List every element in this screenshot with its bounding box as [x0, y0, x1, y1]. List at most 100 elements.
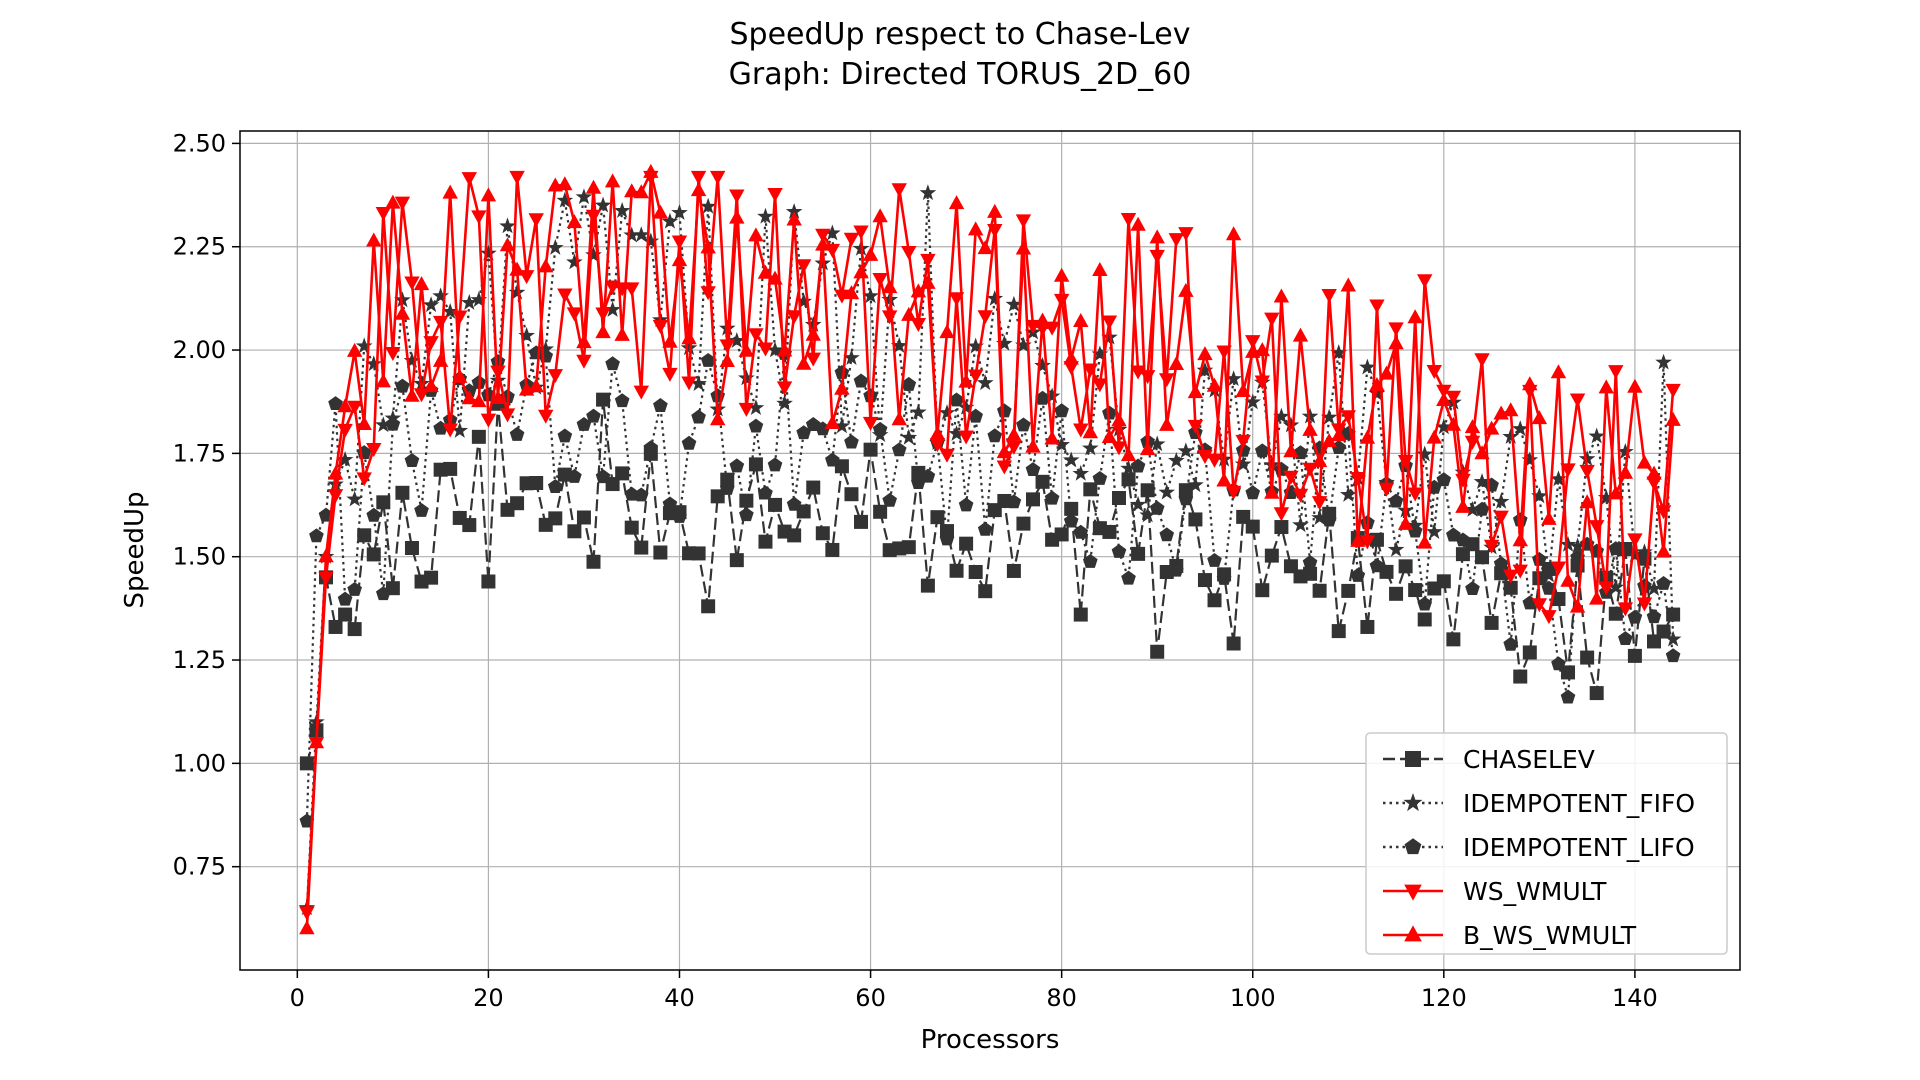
data-point [490, 389, 506, 404]
data-point [825, 542, 840, 557]
data-point [604, 173, 621, 188]
data-point [1398, 559, 1413, 574]
data-point [1608, 485, 1624, 500]
data-point [1178, 491, 1194, 506]
data-point [461, 390, 477, 405]
data-point [1646, 465, 1662, 480]
data-point [920, 253, 936, 268]
data-point [1550, 364, 1567, 379]
data-point [1483, 539, 1500, 554]
data-point [1569, 598, 1586, 613]
data-point [1417, 274, 1433, 289]
data-point [614, 326, 630, 341]
data-point [1321, 512, 1337, 527]
data-point [328, 619, 343, 634]
data-point [1550, 561, 1567, 576]
data-point [299, 756, 314, 771]
data-point [1627, 609, 1643, 624]
data-point [767, 457, 783, 472]
data-point [1389, 586, 1404, 601]
data-point [1359, 358, 1376, 375]
x-tick-label: 120 [1421, 984, 1467, 1012]
data-point [1578, 450, 1596, 467]
data-point [919, 184, 937, 201]
data-point [901, 376, 917, 391]
data-point [881, 310, 898, 325]
data-point [958, 373, 974, 388]
data-point [1493, 556, 1509, 571]
data-point [701, 599, 716, 614]
data-point [1580, 650, 1595, 665]
data-point [1025, 462, 1041, 477]
data-point [843, 232, 860, 247]
data-point [662, 367, 678, 382]
data-point [1503, 402, 1519, 417]
data-point [347, 581, 362, 596]
data-point [1608, 365, 1624, 380]
y-tick-label: 2.00 [173, 336, 226, 364]
data-point [1598, 379, 1614, 394]
data-point [585, 246, 602, 263]
data-point [1187, 384, 1204, 399]
data-point [643, 440, 659, 455]
data-point [1073, 607, 1088, 622]
data-point [938, 404, 956, 421]
data-point [422, 296, 440, 313]
data-point [1245, 485, 1261, 500]
data-point [1102, 405, 1117, 420]
data-point [1588, 427, 1606, 444]
data-point [442, 423, 458, 438]
y-tick-label: 1.75 [173, 439, 226, 467]
data-point [1158, 483, 1176, 500]
data-point [1035, 474, 1050, 489]
data-point [652, 319, 669, 334]
data-point [1159, 373, 1175, 388]
data-point [1283, 470, 1299, 485]
data-point [1617, 443, 1634, 459]
data-point [1627, 648, 1642, 663]
data-point [413, 276, 430, 291]
data-point [1455, 473, 1471, 488]
series-idempotent-fifo [298, 184, 1682, 916]
data-point [710, 489, 725, 504]
data-point [796, 425, 812, 440]
legend-entry: IDEMPOTENT_LIFO [1383, 833, 1695, 862]
x-axis-label: Processors [921, 1025, 1060, 1055]
data-point [1493, 510, 1509, 525]
data-point [1283, 443, 1299, 458]
data-point [1292, 327, 1309, 342]
data-point [575, 188, 593, 205]
data-point [881, 279, 898, 294]
data-point [1512, 532, 1528, 547]
axes-frame [239, 130, 1741, 971]
data-point [404, 387, 420, 402]
data-point [1216, 570, 1232, 585]
data-point [1579, 464, 1595, 479]
data-point [346, 342, 363, 357]
data-point [1244, 393, 1262, 410]
data-point [1665, 648, 1681, 663]
data-point [404, 540, 419, 555]
legend-label: CHASELEV [1463, 745, 1595, 774]
data-point [1121, 570, 1136, 585]
data-point [1129, 495, 1147, 512]
data-point [1111, 543, 1127, 558]
data-point [1148, 435, 1166, 452]
data-point [604, 301, 621, 317]
data-point [1225, 226, 1242, 241]
data-point [1053, 436, 1070, 452]
data-point [700, 286, 716, 301]
data-point [987, 428, 1003, 443]
data-point [872, 421, 888, 436]
data-point [1025, 438, 1041, 453]
data-point [546, 239, 564, 255]
data-point [1062, 451, 1080, 468]
data-point [1034, 357, 1051, 373]
data-point [452, 368, 468, 383]
data-point [586, 554, 601, 569]
data-point [1302, 421, 1318, 436]
data-point [1130, 458, 1146, 473]
data-point [930, 510, 945, 525]
data-point [596, 392, 611, 407]
data-point [729, 189, 745, 204]
